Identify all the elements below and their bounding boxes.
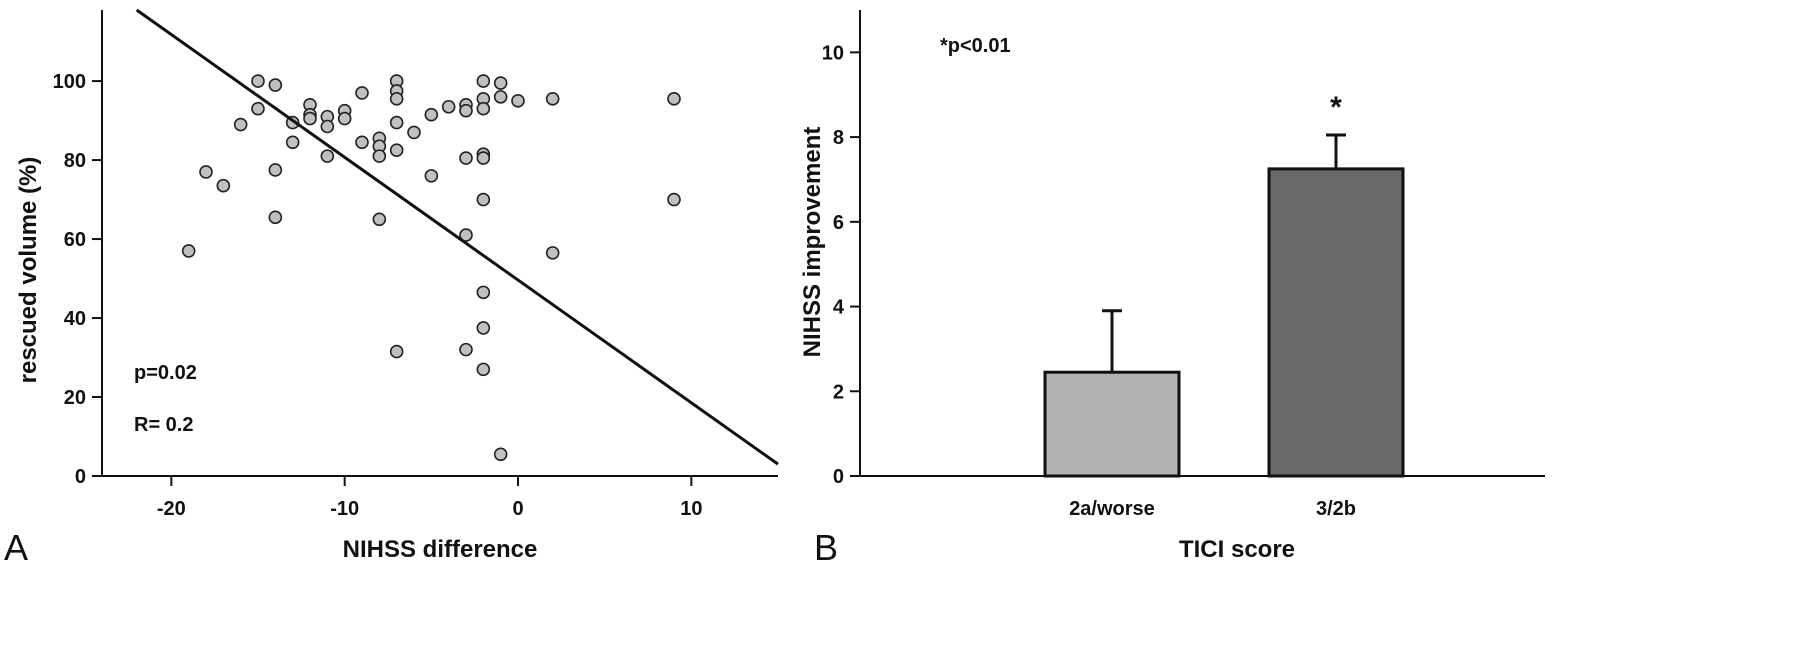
data-point — [389, 344, 404, 359]
data-point — [355, 135, 369, 150]
data-point — [459, 228, 473, 242]
data-point — [285, 135, 300, 150]
data-point — [268, 78, 283, 92]
data-point — [216, 178, 231, 193]
bar — [1267, 167, 1405, 478]
data-point — [268, 210, 283, 225]
data-point — [459, 151, 473, 165]
y-tick-label: 80 — [64, 150, 86, 172]
data-point — [476, 321, 491, 335]
data-point — [389, 115, 404, 130]
data-point — [407, 125, 421, 140]
y-tick-label: 10 — [822, 42, 844, 64]
data-point — [199, 165, 213, 179]
scatter-points — [181, 74, 681, 462]
x-tick-label: -10 — [330, 498, 359, 520]
r-value-annotation: R= 0.2 — [134, 414, 193, 436]
y-axis-label: NIHSS improvement — [799, 127, 826, 358]
y-tick-label: 20 — [64, 387, 86, 409]
panel-label-a: A — [4, 527, 28, 568]
panel-a-scatter-plot: 0 20 40 60 80 100 -20 -10 0 10 rescued volume (%… — [4, 8, 779, 568]
data-point — [493, 90, 508, 104]
data-point — [320, 149, 335, 163]
data-point — [337, 111, 352, 126]
y-ticks: 0 20 40 60 80 100 — [53, 71, 102, 488]
panel-b-bar-chart: * 0 2 4 6 8 10 2a/worse 3/2b NIHSS improvement… — [799, 10, 1545, 568]
data-point — [372, 149, 387, 163]
y-tick-label: 6 — [833, 212, 844, 234]
y-tick-label: 2 — [833, 381, 844, 403]
data-point — [268, 163, 283, 177]
data-point — [355, 86, 369, 100]
data-point — [493, 447, 508, 462]
bars — [1043, 167, 1405, 478]
x-tick-label: 3/2b — [1316, 498, 1356, 520]
x-tick-labels: 2a/worse 3/2b — [1069, 498, 1356, 520]
y-tick-label: 0 — [75, 466, 86, 488]
data-point — [493, 76, 508, 90]
data-point — [459, 103, 473, 118]
p-value-annotation: p=0.02 — [134, 362, 197, 384]
data-point — [667, 92, 681, 106]
data-point — [441, 99, 456, 114]
data-point — [545, 92, 560, 106]
data-point — [181, 244, 196, 258]
data-point — [476, 192, 491, 207]
regression-line — [135, 8, 779, 466]
data-point — [372, 212, 387, 227]
data-point — [251, 101, 265, 116]
data-point — [476, 101, 491, 116]
error-bars — [1102, 133, 1346, 373]
x-ticks: -20 -10 0 10 — [157, 476, 702, 520]
data-point — [424, 107, 439, 122]
data-point — [389, 143, 404, 157]
y-ticks: 0 2 4 6 8 10 — [822, 42, 860, 488]
data-point — [667, 192, 681, 207]
data-point — [476, 151, 491, 165]
data-point — [476, 362, 491, 377]
data-point — [233, 117, 248, 132]
data-point — [476, 74, 491, 88]
y-tick-label: 60 — [64, 229, 86, 251]
data-point — [320, 119, 335, 134]
x-axis-label: NIHSS difference — [343, 536, 538, 563]
data-point — [303, 111, 317, 126]
y-tick-label: 4 — [833, 297, 845, 319]
data-point — [511, 94, 525, 108]
x-tick-label: 0 — [512, 498, 523, 520]
y-axis-label: rescued volume (%) — [15, 157, 42, 384]
bar — [1043, 370, 1181, 478]
data-point — [424, 169, 439, 183]
data-point — [476, 285, 491, 300]
panel-label-b: B — [814, 527, 838, 568]
significance-star: * — [1330, 91, 1342, 124]
y-tick-label: 40 — [64, 308, 86, 330]
x-tick-label: -20 — [157, 498, 186, 520]
data-point — [389, 92, 404, 106]
x-tick-label: 2a/worse — [1069, 498, 1155, 520]
y-tick-label: 100 — [53, 71, 86, 93]
data-point — [459, 342, 473, 357]
x-axis-label: TICI score — [1179, 536, 1295, 563]
x-tick-label: 10 — [680, 498, 702, 520]
y-tick-label: 8 — [833, 127, 844, 149]
data-point — [545, 246, 560, 260]
significance-markers: * — [1330, 91, 1342, 124]
y-tick-label: 0 — [833, 466, 844, 488]
data-point — [251, 74, 265, 88]
significance-annotation: *p<0.01 — [940, 35, 1011, 57]
